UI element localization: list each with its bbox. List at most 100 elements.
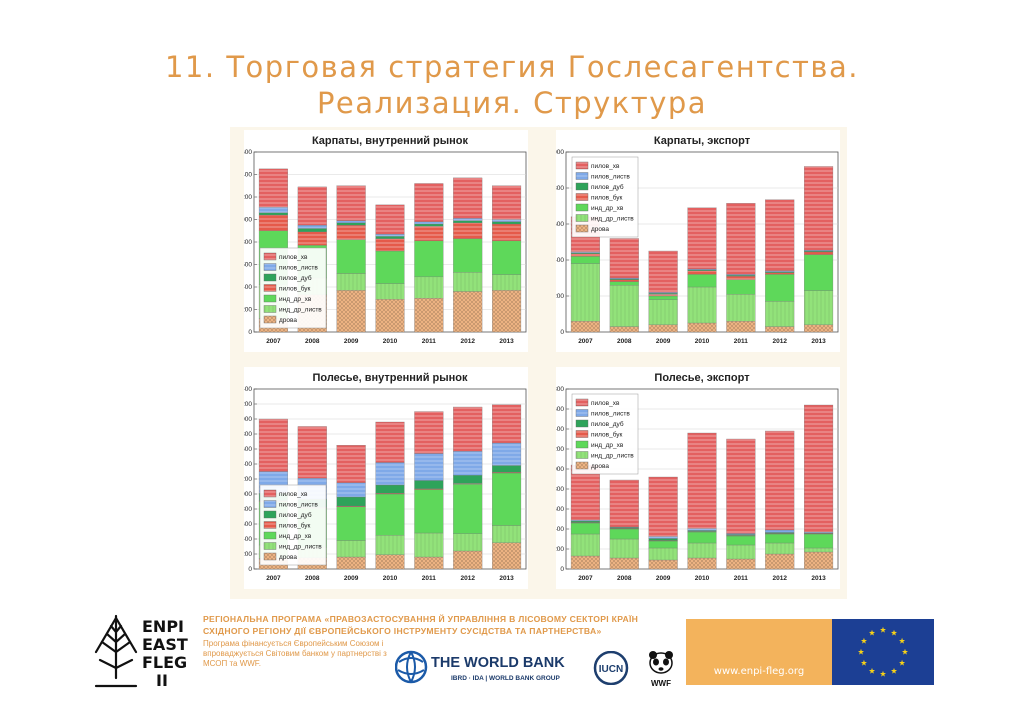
- bar-segment-drova: [570, 321, 600, 333]
- y-tick-label: 200: [556, 293, 564, 300]
- legend-label: пилов_хв: [279, 254, 308, 261]
- y-tick-label: 800: [244, 239, 252, 246]
- bar-segment-pilov_dub: [336, 496, 366, 507]
- chart-title: Полесье, внутренний рынок: [312, 372, 468, 384]
- bar-segment-pilov_hv: [726, 438, 756, 534]
- legend-swatch-ind_dr_hv: [575, 440, 589, 449]
- bar-segment-ind_dr_hv: [375, 250, 405, 284]
- y-tick-label: 0: [248, 566, 252, 573]
- bar-segment-pilov_listv: [453, 451, 483, 476]
- bar-segment-ind_dr_hv: [414, 489, 444, 534]
- bar-segment-pilov_hv: [258, 168, 288, 208]
- bar-segment-drova: [453, 291, 483, 333]
- bar-segment-ind_dr_hv: [687, 274, 717, 288]
- globe-icon: [394, 650, 428, 684]
- bar-segment-pilov_dub: [726, 534, 756, 536]
- x-tick-label: 2011: [422, 575, 436, 582]
- website-banner[interactable]: www.enpi-fleg.org: [686, 619, 832, 685]
- bar-segment-pilov_dub: [687, 530, 717, 532]
- bar-segment-pilov_listv: [297, 224, 327, 229]
- x-tick-label: 2009: [344, 575, 359, 582]
- world-bank-sub: IBRD · IDA | WORLD BANK GROUP: [451, 675, 560, 682]
- chart-title: Карпаты, экспорт: [654, 135, 751, 147]
- bar-segment-pilov_hv: [453, 177, 483, 219]
- star-icon: [879, 670, 887, 677]
- y-tick-label: 400: [244, 284, 252, 291]
- y-tick-label: 600: [244, 521, 252, 528]
- bar-segment-ind_dr_hv: [414, 240, 444, 278]
- legend-swatch-drova: [263, 315, 277, 324]
- legend-swatch-drova: [263, 552, 277, 561]
- star-icon: [868, 629, 876, 636]
- bar-segment-pilov_hv: [765, 199, 795, 271]
- bar-segment-pilov_hv: [765, 430, 795, 531]
- bar-segment-pilov_hv: [609, 479, 639, 528]
- bar-segment-pilov_buk: [648, 294, 678, 297]
- x-tick-label: 2010: [695, 575, 710, 582]
- bar-segment-drova: [726, 558, 756, 570]
- star-icon: [901, 648, 909, 655]
- bar-segment-pilov_buk: [570, 253, 600, 257]
- y-tick-label: 1800: [244, 431, 252, 438]
- legend-swatch-ind_dr_hv: [263, 294, 277, 303]
- bar-segment-pilov_listv: [726, 533, 756, 535]
- y-tick-label: 600: [244, 262, 252, 269]
- bar-segment-drova: [375, 554, 405, 570]
- legend-label: пилов_листв: [279, 502, 318, 509]
- bar-segment-ind_dr_hv: [648, 295, 678, 300]
- bar-segment-drova: [609, 326, 639, 333]
- legend-swatch-pilov_dub: [263, 510, 277, 519]
- eu-flag-icon: [832, 619, 934, 685]
- wwf-label: WWF: [651, 679, 671, 688]
- y-tick-label: 1000: [556, 466, 564, 473]
- bar-segment-ind_dr_hv: [765, 274, 795, 302]
- star-icon: [890, 667, 898, 674]
- bar-segment-drova: [765, 326, 795, 333]
- bar-segment-drova: [414, 556, 444, 570]
- program-title: РЕГІОНАЛЬНА ПРОГРАМА «ПРАВОЗАСТОСУВАННЯ …: [203, 614, 639, 636]
- website-url[interactable]: www.enpi-fleg.org: [713, 666, 805, 677]
- bar-segment-pilov_buk: [726, 276, 756, 280]
- y-tick-label: 0: [560, 329, 564, 336]
- bar-segment-ind_dr_listv: [453, 272, 483, 292]
- bar-segment-ind_dr_listv: [375, 283, 405, 300]
- bar-segment-ind_dr_listv: [648, 299, 678, 325]
- x-tick-label: 2008: [305, 338, 320, 345]
- legend-swatch-pilov_dub: [575, 182, 589, 191]
- chart-polesie-domestic: Полесье, внутренний рынок 0 200 400 600 800 10…: [244, 367, 528, 589]
- bar-segment-pilov_listv: [492, 442, 522, 466]
- bar-segment-pilov_hv: [336, 185, 366, 221]
- y-tick-label: 400: [556, 257, 564, 264]
- bar-segment-ind_dr_hv: [726, 279, 756, 295]
- bar-segment-drova: [648, 324, 678, 333]
- legend-label: дрова: [279, 554, 297, 561]
- y-tick-label: 1400: [556, 426, 564, 433]
- y-tick-label: 0: [560, 566, 564, 573]
- y-tick-label: 200: [556, 546, 564, 553]
- bar-segment-pilov_buk: [258, 214, 288, 231]
- bar-segment-ind_dr_hv: [570, 522, 600, 535]
- bar-segment-ind_dr_listv: [765, 542, 795, 555]
- x-tick-label: 2012: [460, 575, 475, 582]
- bar-segment-pilov_hv: [375, 421, 405, 463]
- bar-segment-pilov_dub: [492, 465, 522, 473]
- bar-segment-ind_dr_listv: [687, 286, 717, 324]
- legend-label: инд_др_хв: [279, 296, 312, 303]
- bar-segment-ind_dr_hv: [687, 531, 717, 544]
- legend-swatch-pilov_listv: [263, 263, 277, 271]
- legend-label: инд_др_листв: [591, 453, 634, 460]
- x-tick-label: 2009: [656, 338, 671, 345]
- y-tick-label: 800: [244, 506, 252, 513]
- bar-segment-pilov_hv: [804, 404, 834, 533]
- legend-swatch-drova: [575, 224, 589, 233]
- bar-segment-ind_dr_hv: [609, 281, 639, 286]
- bar-segment-drova: [726, 321, 756, 333]
- bar-segment-ind_dr_listv: [336, 540, 366, 558]
- y-tick-label: 1000: [244, 217, 252, 224]
- bar-segment-ind_dr_hv: [570, 256, 600, 264]
- bar-segment-pilov_hv: [687, 432, 717, 529]
- bar-segment-pilov_buk: [804, 251, 834, 255]
- bar-segment-pilov_dub: [375, 236, 405, 239]
- bar-segment-pilov_hv: [492, 404, 522, 444]
- star-icon: [857, 648, 865, 655]
